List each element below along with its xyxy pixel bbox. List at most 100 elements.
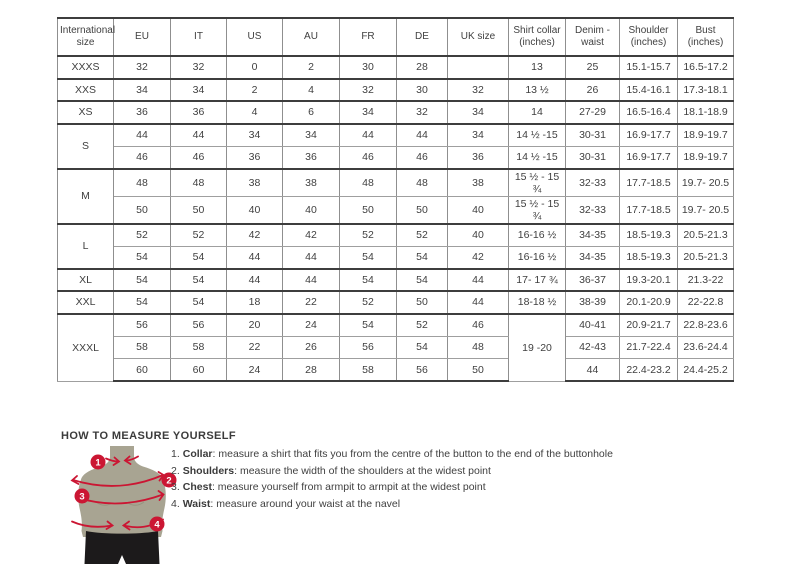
- table-row: XL 54 54 44 44 54 54 44 17- 17 ¾ 36-37 19.3-20.1 21…: [57, 267, 734, 292]
- instruction-text: : measure the width of the shoulders at …: [234, 464, 491, 477]
- table-cell: 19.3-20.1: [619, 267, 678, 292]
- table-cell: 54: [396, 335, 448, 359]
- table-cell: 18.5-19.3: [619, 245, 678, 269]
- table-cell: 2: [282, 55, 340, 79]
- measure-instruction-shoulders: 2. Shoulders: measure the width of the sh…: [171, 464, 771, 477]
- table-cell: 19.7- 20.5: [677, 167, 734, 197]
- instruction-text: : measure yourself from armpit to armpit…: [211, 481, 486, 493]
- table-cell: 27-29: [565, 100, 620, 124]
- table-cell: 36: [170, 100, 227, 124]
- table-cell: 17.7-18.5: [619, 167, 678, 197]
- table-cell: 32: [113, 55, 171, 79]
- measure-markers: 1 2 3 4: [74, 454, 177, 532]
- measure-section-title: HOW TO MEASURE YOURSELF: [61, 430, 237, 442]
- table-cell: 44: [170, 122, 227, 147]
- table-cell: 34: [170, 77, 227, 102]
- table-cell: 22.8-23.6: [677, 312, 734, 337]
- table-cell: 54: [339, 245, 397, 269]
- table-cell: 32-33: [565, 167, 620, 197]
- table-cell: 16-16 ½: [508, 222, 566, 247]
- table-cell: 56: [113, 312, 171, 337]
- table-cell: 20.5-21.3: [677, 245, 734, 269]
- size-table-body: XXXS 32 32 0 2 30 28 13 25 15.1-15.7 16.5-17.2 XXS 3…: [57, 55, 734, 382]
- table-cell: 28: [282, 358, 340, 382]
- table-cell: 46: [396, 145, 448, 169]
- column-header: Shirt collar (inches): [508, 17, 566, 57]
- table-cell: 60: [170, 358, 227, 382]
- instruction-label: Shoulders: [182, 464, 235, 477]
- table-cell: 34: [339, 100, 397, 124]
- marker-3: 3: [74, 488, 90, 504]
- table-cell: 38: [447, 167, 509, 197]
- table-cell: 20.5-21.3: [677, 222, 734, 247]
- table-cell: 18.5-19.3: [619, 222, 678, 247]
- table-cell: 40-41: [565, 312, 620, 337]
- column-header: FR: [339, 17, 397, 57]
- table-cell: 50: [396, 290, 448, 314]
- table-cell: 54: [113, 267, 171, 292]
- table-row: XXL 54 54 18 22 52 50 44 18-18 ½ 38-39 20.1-20.9 22…: [57, 290, 734, 314]
- size-table: International size EU IT US AU FR DE UK size Shi…: [57, 17, 734, 382]
- table-cell: 36: [113, 100, 171, 124]
- table-cell: 48: [113, 167, 171, 197]
- table-cell: 54: [339, 312, 397, 337]
- table-cell: 52: [396, 222, 448, 247]
- table-cell: 22: [282, 290, 340, 314]
- table-cell: 50: [113, 195, 171, 224]
- table-cell: 13: [508, 55, 566, 79]
- table-cell: 24.4-25.2: [677, 358, 734, 382]
- table-cell: 16.9-17.7: [619, 122, 678, 147]
- table-cell: 30-31: [565, 145, 620, 169]
- table-cell: 52: [339, 290, 397, 314]
- table-cell: 42: [282, 222, 340, 247]
- table-cell: 16.5-17.2: [677, 55, 734, 79]
- table-cell: 44: [447, 267, 509, 292]
- shorts-shape: [84, 531, 160, 564]
- table-cell: 13 ½: [508, 77, 566, 102]
- table-cell: 24: [282, 312, 340, 337]
- table-row: 54 54 44 44 54 54 42 16-16 ½ 34-35 18.5-19.3 20.5-…: [58, 245, 734, 269]
- table-cell: 26: [565, 77, 620, 102]
- table-cell: 44: [396, 122, 448, 147]
- table-cell: 23.6-24.4: [677, 335, 734, 359]
- instruction-number: 3.: [171, 481, 180, 493]
- table-cell: 14 ½ -15: [508, 145, 566, 169]
- table-cell: 48: [339, 167, 397, 197]
- column-header: International size: [57, 17, 115, 57]
- table-cell: 54: [170, 245, 227, 269]
- table-cell: 17- 17 ¾: [508, 267, 566, 292]
- measure-instruction-waist: 4. Waist: measure around your waist at th…: [171, 497, 771, 510]
- table-cell: 4: [282, 77, 340, 102]
- table-cell: 44: [113, 122, 171, 147]
- table-cell: 40: [226, 195, 283, 224]
- marker-2: 2: [161, 472, 177, 488]
- table-cell: 32-33: [565, 195, 620, 224]
- table-cell: 15.4-16.1: [619, 77, 678, 102]
- table-cell: 34-35: [565, 245, 620, 269]
- table-cell: 18.1-18.9: [677, 100, 734, 124]
- table-cell: 22-22.8: [677, 290, 734, 314]
- table-cell: 42: [447, 245, 509, 269]
- instruction-number: 2.: [171, 464, 180, 477]
- table-cell: 14 ½ -15: [508, 122, 566, 147]
- table-cell: 16.5-16.4: [619, 100, 678, 124]
- column-header: Shoulder (inches): [619, 17, 678, 57]
- table-cell: L: [57, 222, 114, 269]
- table-cell: 4: [226, 100, 283, 124]
- instruction-text: : measure around your waist at the navel: [210, 497, 401, 510]
- table-cell: 54: [113, 290, 171, 314]
- table-cell: 24: [226, 358, 283, 382]
- table-row: S 44 44 34 34 44 44 34 14 ½ -15 30-31 16.9-17.7 18.…: [57, 122, 734, 169]
- table-cell: 38: [282, 167, 340, 197]
- table-cell: 50: [396, 195, 448, 224]
- table-cell: XXS: [57, 77, 114, 102]
- table-cell: 18.9-19.7: [677, 122, 734, 147]
- measure-figure-illustration: 1 2 3 4: [70, 446, 177, 564]
- table-cell: 46: [113, 145, 171, 169]
- table-cell: 46: [447, 312, 509, 337]
- table-cell: 46: [170, 145, 227, 169]
- table-cell: 34-35: [565, 222, 620, 247]
- table-row: XXXL 56 56 20 24 54 52 46 19 -20 40-41 20.9-21.7 22…: [57, 312, 734, 382]
- table-cell: 16-16 ½: [508, 245, 566, 269]
- table-cell: S: [57, 122, 114, 169]
